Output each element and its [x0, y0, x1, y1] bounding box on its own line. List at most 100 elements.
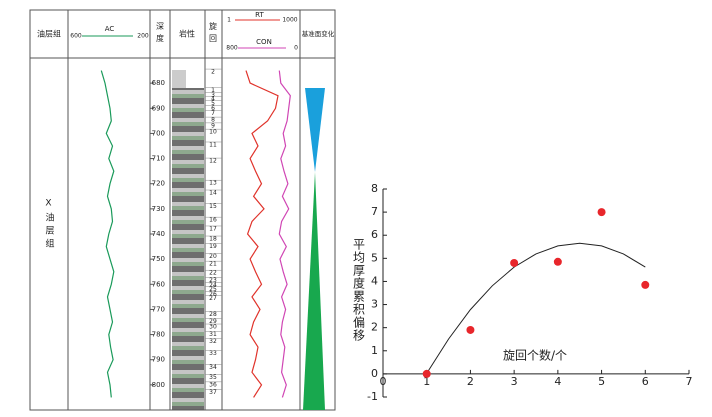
y-tick-label: 4: [371, 274, 378, 287]
layer-label: 3: [211, 92, 215, 99]
layer-label: 26: [209, 291, 217, 298]
layer-label: 36: [209, 381, 217, 388]
layer-label: 2: [211, 69, 215, 76]
fit-curve: [426, 242, 646, 374]
depth-label: 780: [152, 331, 165, 339]
depth-label: 750: [152, 255, 165, 263]
x-tick-label: 3: [511, 375, 518, 388]
track-name: CON: [256, 38, 272, 46]
depth-label: 680: [152, 79, 165, 87]
layer-label: 6: [211, 105, 215, 112]
layer-label: 37: [209, 389, 217, 396]
well-log-frame: [29, 9, 336, 411]
x-tick-label: 1: [423, 375, 430, 388]
layer-label: 11: [209, 141, 217, 148]
track-name: RT: [255, 11, 264, 19]
x-axis-label: 旋回个数/个: [503, 348, 567, 363]
layer-label: 7: [211, 110, 215, 117]
lithology-column: [172, 88, 204, 410]
y-tick-label: 7: [371, 205, 378, 218]
track-min: 600: [70, 33, 82, 40]
layer-label: 25: [209, 286, 217, 293]
header: 基准面变化: [302, 29, 335, 38]
base-level-fall: [305, 88, 325, 172]
depth-label: 740: [152, 230, 165, 238]
track-max: 1000: [282, 17, 297, 24]
header: 旋回: [209, 21, 218, 46]
layer-label: 15: [209, 203, 217, 210]
header: 油层组: [37, 29, 61, 39]
x-tick-label: 0: [380, 375, 387, 388]
depth-label: 730: [152, 205, 165, 213]
y-tick-label: 6: [371, 228, 378, 241]
log-curve: [100, 70, 115, 398]
layer-label: 23: [209, 277, 217, 284]
layer-label: 20: [209, 253, 217, 260]
layer-label: 35: [209, 374, 217, 381]
layer-label: 16: [209, 217, 217, 224]
point: [597, 208, 606, 217]
layer-label: 19: [209, 243, 217, 250]
base-level-rise: [303, 172, 325, 410]
x-tick-label: 4: [554, 375, 561, 388]
zone-label: Ⅹ油层组: [44, 199, 55, 252]
x-tick-label: 5: [598, 375, 605, 388]
x-tick-label: 2: [467, 375, 474, 388]
track-max: 0: [294, 45, 298, 52]
layer-label: 4: [211, 96, 215, 103]
layer-label: 10: [209, 129, 217, 136]
layer-label: 31: [209, 331, 217, 338]
header: 深度: [156, 22, 165, 46]
track-min: 1: [227, 17, 231, 24]
y-tick-label: 0: [371, 367, 378, 380]
depth-label: 720: [152, 180, 165, 188]
point: [553, 257, 562, 266]
layer-label: 5: [211, 100, 215, 107]
y-axis-label: 平均厚度累积偏移: [352, 238, 366, 342]
header: 岩性: [179, 29, 195, 39]
layer-label: 17: [209, 225, 217, 232]
log-curve: [245, 70, 279, 398]
track-max: 200: [137, 33, 149, 40]
track-name: AC: [105, 25, 115, 33]
depth-label: 700: [152, 129, 165, 137]
layer-label: 14: [209, 190, 217, 197]
depth-label: 760: [152, 280, 165, 288]
layer-label: 24: [209, 282, 217, 289]
y-tick-label: 8: [371, 182, 378, 195]
y-tick-label: 5: [371, 251, 378, 264]
layer-label: 21: [209, 261, 217, 268]
y-tick-label: -1: [367, 390, 378, 403]
depth-label: 800: [152, 381, 165, 389]
layer-label: 30: [209, 324, 217, 331]
layer-label: 1: [211, 87, 215, 94]
layer-label: 28: [209, 311, 217, 318]
point: [422, 369, 431, 378]
layer-label: 8: [211, 117, 215, 124]
y-tick-label: 2: [371, 321, 378, 334]
layer-label: 12: [209, 158, 217, 165]
layer-label: 27: [209, 295, 217, 302]
point: [466, 325, 475, 334]
y-tick-label: 3: [371, 298, 378, 311]
x-tick-label: 6: [642, 375, 649, 388]
depth-label: 710: [152, 155, 165, 163]
layer-label: 18: [209, 236, 217, 243]
point: [510, 258, 519, 267]
track-min: 800: [226, 45, 238, 52]
depth-label: 790: [152, 356, 165, 364]
layer-label: 9: [211, 122, 215, 129]
y-tick-label: 1: [371, 344, 378, 357]
x-tick-label: 7: [686, 375, 693, 388]
lithology-top: [172, 70, 186, 88]
layer-label: 32: [209, 338, 217, 345]
point: [641, 280, 650, 289]
layer-label: 29: [209, 318, 217, 325]
layer-label: 13: [209, 180, 217, 187]
layer-label: 22: [209, 270, 217, 277]
layer-label: 34: [209, 364, 217, 371]
depth-label: 770: [152, 305, 165, 313]
log-curve: [278, 70, 291, 398]
depth-label: 690: [152, 104, 165, 112]
